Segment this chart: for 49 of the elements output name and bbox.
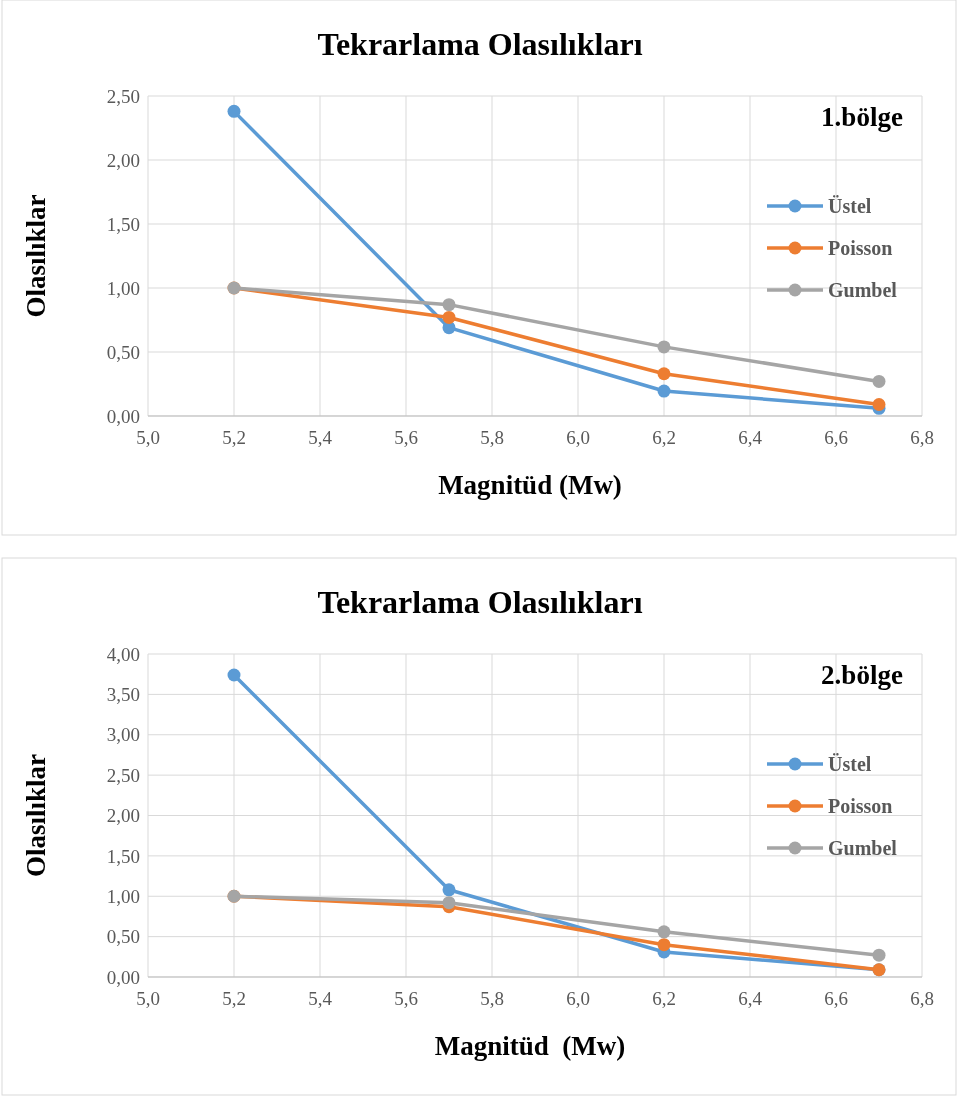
y-axis-title: Olasılıklar bbox=[21, 194, 51, 318]
y-tick-label: 0,50 bbox=[106, 341, 140, 363]
x-tick-label: 6,0 bbox=[566, 427, 590, 448]
legend-label: Üstel bbox=[828, 195, 872, 217]
x-tick-label: 5,4 bbox=[308, 988, 333, 1009]
x-tick-label: 5,6 bbox=[394, 427, 418, 448]
y-tick-label: 2,00 bbox=[106, 805, 140, 827]
x-tick-label: 6,4 bbox=[738, 988, 763, 1009]
x-tick-label: 6,8 bbox=[910, 427, 934, 448]
x-tick-label: 6,4 bbox=[738, 427, 763, 448]
y-tick-label: 1,50 bbox=[106, 213, 140, 235]
x-axis-title: Magnitüd (Mw) bbox=[434, 1031, 626, 1061]
legend-label: Poisson bbox=[828, 237, 893, 259]
y-tick-label: 0,00 bbox=[106, 405, 140, 427]
y-tick-label: 2,50 bbox=[106, 764, 140, 786]
x-tick-label: 6,2 bbox=[652, 427, 676, 448]
x-tick-label: 6,2 bbox=[652, 988, 676, 1009]
legend-label: Gumbel bbox=[828, 279, 898, 301]
annotation: 2.bölge bbox=[821, 660, 903, 690]
legend-label: Üstel bbox=[828, 753, 872, 775]
y-axis-title: Olasılıklar bbox=[21, 753, 51, 878]
x-tick-label: 5,0 bbox=[136, 988, 160, 1009]
y-tick-label: 1,50 bbox=[106, 845, 140, 867]
y-tick-label: 2,00 bbox=[106, 149, 140, 171]
x-tick-label: 6,0 bbox=[566, 988, 590, 1009]
y-tick-label: 1,00 bbox=[106, 277, 140, 299]
x-tick-label: 5,0 bbox=[136, 427, 160, 448]
y-tick-label: 2,50 bbox=[106, 85, 140, 107]
annotation: 1.bölge bbox=[821, 102, 903, 132]
x-tick-label: 5,8 bbox=[480, 427, 504, 448]
y-tick-label: 0,00 bbox=[106, 966, 140, 988]
x-tick-label: 5,2 bbox=[222, 988, 246, 1009]
x-tick-label: 5,4 bbox=[308, 427, 333, 448]
x-tick-label: 5,6 bbox=[394, 988, 418, 1009]
y-tick-label: 4,00 bbox=[106, 643, 140, 665]
x-tick-label: 5,2 bbox=[222, 427, 246, 448]
x-tick-label: 6,6 bbox=[824, 988, 848, 1009]
x-tick-label: 5,8 bbox=[480, 988, 504, 1009]
x-tick-label: 6,6 bbox=[824, 427, 848, 448]
chart-title: Tekrarlama Olasılıkları bbox=[317, 26, 643, 62]
x-axis-title: Magnitüd (Mw) bbox=[438, 470, 622, 500]
chart-title: Tekrarlama Olasılıkları bbox=[317, 584, 643, 620]
y-tick-label: 3,50 bbox=[106, 684, 140, 706]
y-tick-label: 0,50 bbox=[106, 926, 140, 948]
legend-label: Gumbel bbox=[828, 837, 898, 859]
legend-label: Poisson bbox=[828, 795, 893, 817]
y-tick-label: 1,00 bbox=[106, 885, 140, 907]
x-tick-label: 6,8 bbox=[910, 988, 934, 1009]
y-tick-label: 3,00 bbox=[106, 724, 140, 746]
